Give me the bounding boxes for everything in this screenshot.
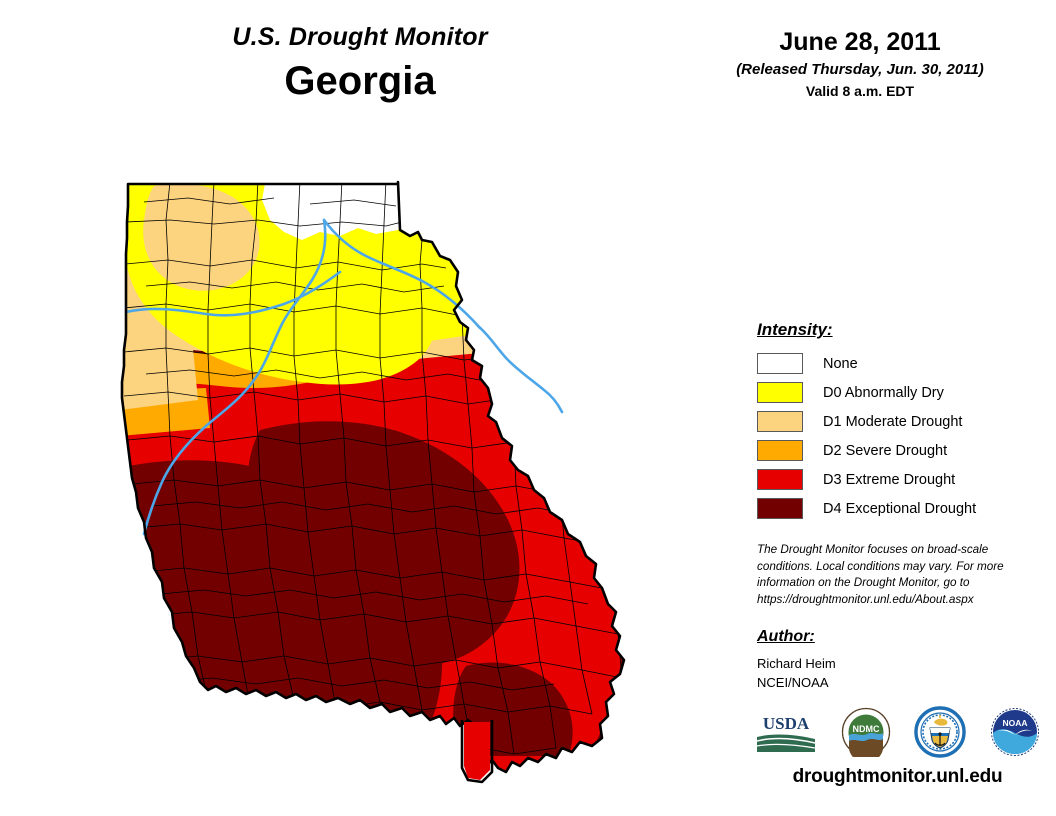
legend-label-d4: D4 Exceptional Drought bbox=[823, 500, 977, 517]
legend-label-d1: D1 Moderate Drought bbox=[823, 413, 963, 430]
south-protrusion-fill bbox=[464, 722, 490, 780]
legend-heading: Intensity: bbox=[757, 320, 833, 339]
intensity-legend: Intensity: None D0 Abnormally Dry D1 Mod… bbox=[757, 320, 1037, 525]
valid-time: Valid 8 a.m. EDT bbox=[805, 83, 915, 100]
county-boundaries bbox=[123, 182, 623, 755]
disclaimer-text: The Drought Monitor focuses on broad-sca… bbox=[757, 543, 1004, 606]
usdc-seal-logo[interactable] bbox=[914, 706, 967, 758]
zone-d4-central bbox=[247, 421, 520, 667]
legend-swatch-d3 bbox=[757, 469, 803, 490]
svg-text:NDMC: NDMC bbox=[852, 724, 879, 734]
program-title: U.S. Drought Monitor bbox=[232, 23, 488, 51]
map-svg bbox=[120, 180, 626, 784]
zone-d1-nw-patch bbox=[143, 183, 260, 291]
drought-fill-layer bbox=[122, 182, 624, 772]
legend-row-d1[interactable]: D1 Moderate Drought bbox=[757, 409, 1037, 434]
legend-swatch-d2 bbox=[757, 440, 803, 461]
rivers-layer bbox=[124, 218, 564, 536]
coosa-river bbox=[124, 270, 342, 317]
logo-row: USDA NDMC bbox=[755, 703, 1040, 761]
legend-swatch-none bbox=[757, 353, 803, 374]
legend-swatch-d1 bbox=[757, 411, 803, 432]
site-url[interactable]: droughtmonitor.unl.edu bbox=[792, 766, 1003, 787]
legend-label-none: None bbox=[823, 355, 858, 372]
legend-row-none[interactable]: None bbox=[757, 351, 1037, 376]
ndmc-logo[interactable]: NDMC bbox=[841, 707, 891, 757]
author-block: Author: Richard Heim NCEI/NOAA bbox=[757, 628, 1019, 693]
date-block: June 28, 2011 (Released Thursday, Jun. 3… bbox=[690, 28, 1030, 99]
svg-text:USDA: USDA bbox=[763, 714, 810, 733]
legend-label-d0: D0 Abnormally Dry bbox=[823, 384, 944, 401]
legend-label-d3: D3 Extreme Drought bbox=[823, 471, 956, 488]
savannah-river bbox=[476, 324, 564, 414]
noaa-logo[interactable]: NOAA bbox=[990, 707, 1040, 757]
svg-text:NOAA: NOAA bbox=[1002, 718, 1027, 728]
author-affiliation: NCEI/NOAA bbox=[757, 674, 829, 690]
legend-row-d3[interactable]: D3 Extreme Drought bbox=[757, 467, 1037, 492]
author-name: Richard Heim bbox=[757, 656, 836, 671]
north-tributary bbox=[322, 218, 482, 330]
legend-label-d2: D2 Severe Drought bbox=[823, 442, 948, 459]
legend-swatch-d0 bbox=[757, 382, 803, 403]
state-title: Georgia bbox=[284, 58, 436, 103]
author-heading: Author: bbox=[757, 628, 815, 645]
title-block: U.S. Drought Monitor Georgia bbox=[150, 23, 570, 103]
release-date: (Released Thursday, Jun. 30, 2011) bbox=[736, 61, 984, 78]
legend-row-d0[interactable]: D0 Abnormally Dry bbox=[757, 380, 1037, 405]
georgia-south-protrusion bbox=[460, 720, 494, 784]
usda-logo[interactable]: USDA bbox=[755, 710, 817, 754]
legend-swatch-d4 bbox=[757, 498, 803, 519]
legend-row-d2[interactable]: D2 Severe Drought bbox=[757, 438, 1037, 463]
georgia-drought-map bbox=[110, 160, 670, 785]
map-date: June 28, 2011 bbox=[779, 28, 941, 56]
chattahoochee-river bbox=[142, 218, 327, 536]
legend-row-d4[interactable]: D4 Exceptional Drought bbox=[757, 496, 1037, 521]
